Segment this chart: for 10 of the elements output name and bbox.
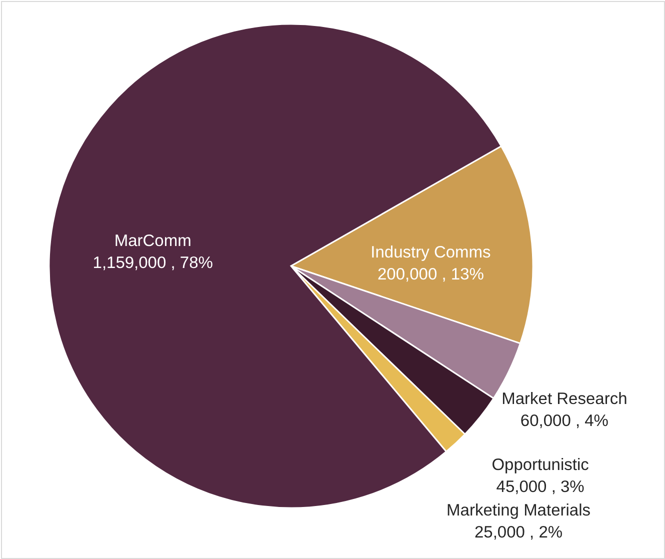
slice-label: Market Research: [502, 390, 628, 408]
slice-label: Industry Comms: [370, 243, 491, 262]
slice-label: MarComm: [114, 232, 192, 250]
slice-label: Marketing Materials: [446, 502, 591, 520]
data-label: 60,000 , 4%: [520, 412, 609, 430]
data-label: 45,000 , 3%: [496, 478, 585, 496]
data-label: 1,159,000 , 78%: [92, 254, 214, 272]
data-label: 25,000 , 2%: [474, 524, 563, 542]
data-label: 200,000 , 13%: [378, 265, 484, 284]
slice-label: Opportunistic: [492, 456, 589, 474]
